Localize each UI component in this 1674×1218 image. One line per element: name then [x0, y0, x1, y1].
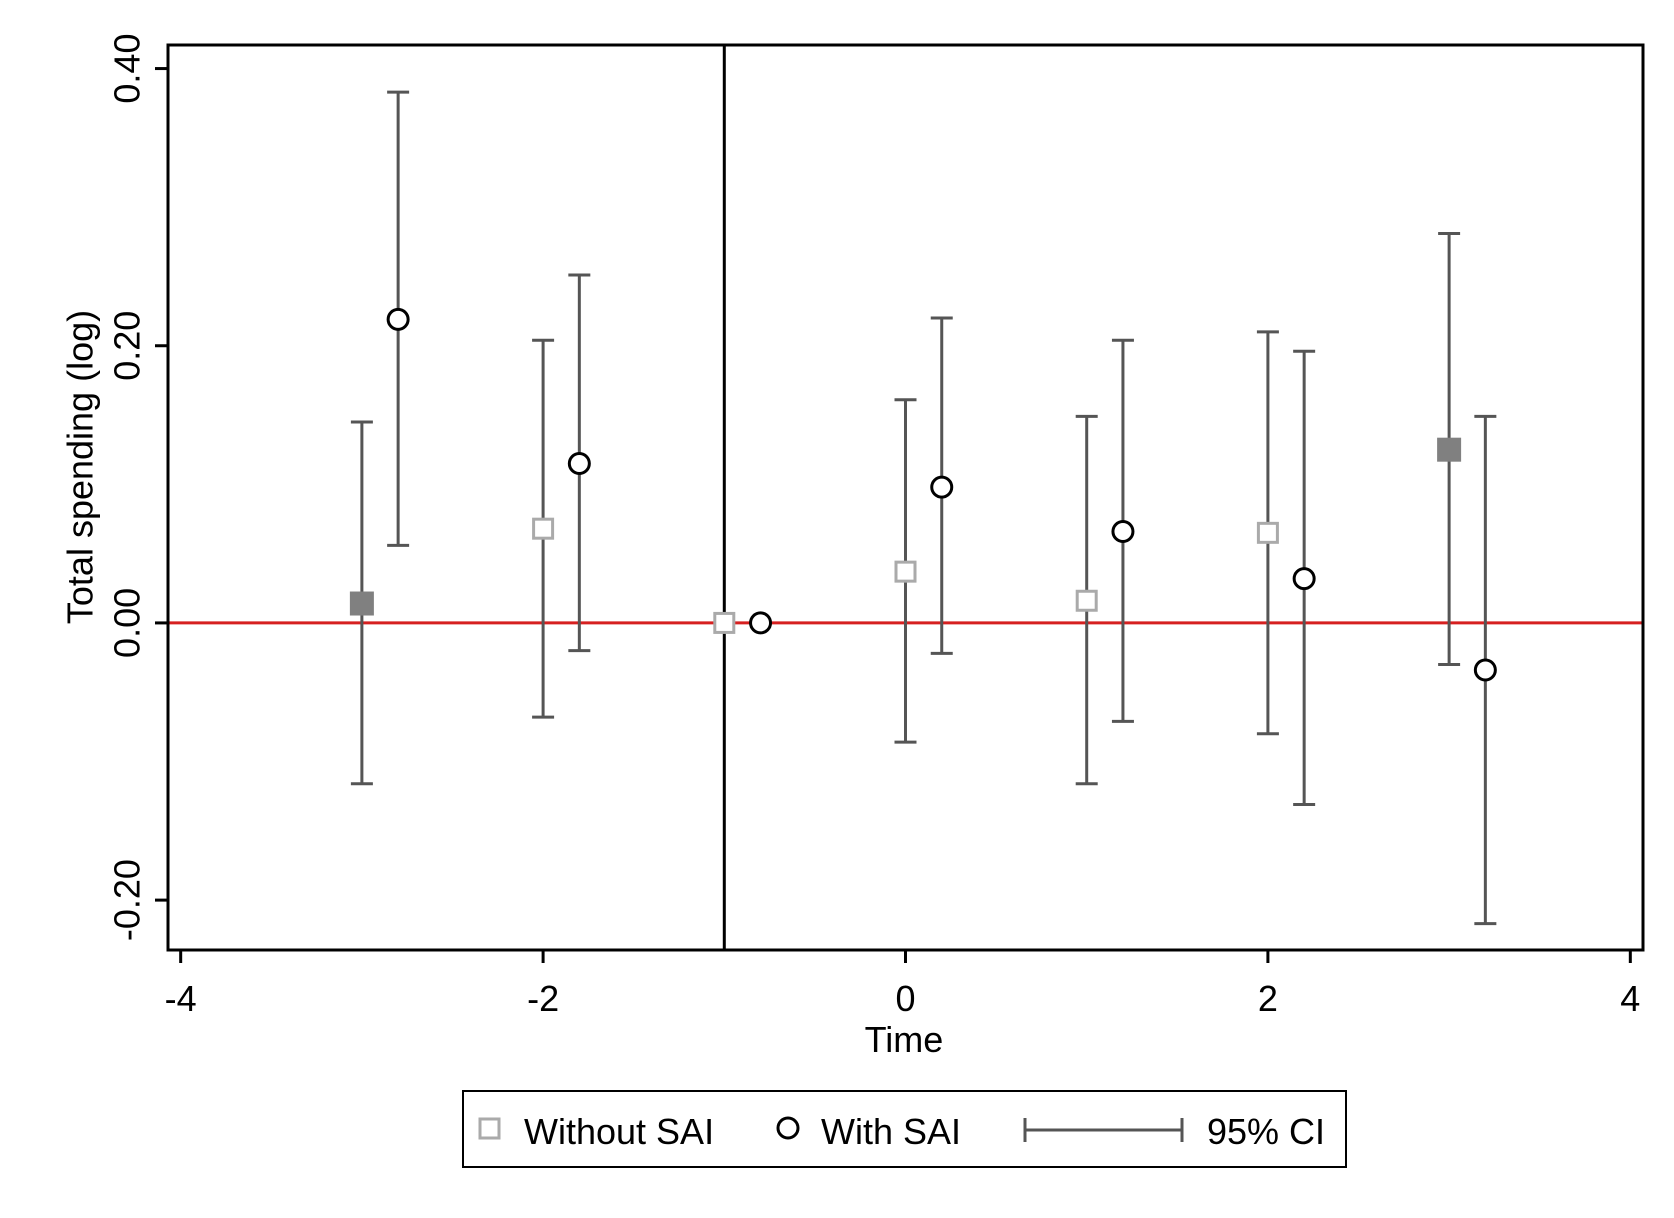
- point-without-sai-3: [894, 560, 917, 583]
- point-with-sai-5: [1292, 567, 1316, 591]
- x-axis-title: Time: [865, 1019, 944, 1060]
- point-without-sai-0: [349, 591, 374, 616]
- y-tick-label-2: 0.20: [107, 311, 148, 381]
- x-tick-label-0: -4: [165, 978, 197, 1019]
- legend: Without SAI With SAI 95% CI: [462, 1090, 1347, 1168]
- point-without-sai-4: [1075, 589, 1098, 612]
- legend-label-with-sai: With SAI: [821, 1111, 961, 1152]
- point-without-sai-5: [1256, 521, 1279, 544]
- axes: -4 -2 0 2 4 -0.20 0.00 0.20 0.40: [107, 34, 1645, 1019]
- legend-circle-marker: [776, 1116, 800, 1140]
- legend-label-without-sai: Without SAI: [524, 1111, 714, 1152]
- point-with-sai-4: [1111, 519, 1135, 543]
- point-with-sai-1: [567, 452, 591, 476]
- y-axis-title: Total spending (log): [60, 310, 101, 624]
- legend-frame: [462, 1090, 1347, 1168]
- y-tick-label-3: 0.40: [107, 34, 148, 104]
- y-tick-label-1: 0.00: [107, 588, 148, 658]
- point-without-sai-2: [713, 611, 736, 634]
- point-without-sai-1: [532, 517, 555, 540]
- x-tick-label-3: 2: [1258, 978, 1278, 1019]
- point-with-sai-2: [749, 611, 773, 635]
- point-with-sai-3: [930, 475, 954, 499]
- legend-ci-symbol: [1023, 1118, 1184, 1142]
- x-tick-label-2: 0: [895, 978, 915, 1019]
- legend-square-marker: [478, 1117, 501, 1140]
- x-tick-label-4: 4: [1620, 978, 1640, 1019]
- point-without-sai-6: [1437, 437, 1462, 462]
- point-with-sai-0: [386, 307, 410, 331]
- y-tick-label-0: -0.20: [107, 859, 148, 941]
- plot-area: [168, 45, 1643, 950]
- legend-label-ci: 95% CI: [1207, 1111, 1325, 1152]
- point-with-sai-6: [1473, 658, 1497, 682]
- x-tick-label-1: -2: [527, 978, 559, 1019]
